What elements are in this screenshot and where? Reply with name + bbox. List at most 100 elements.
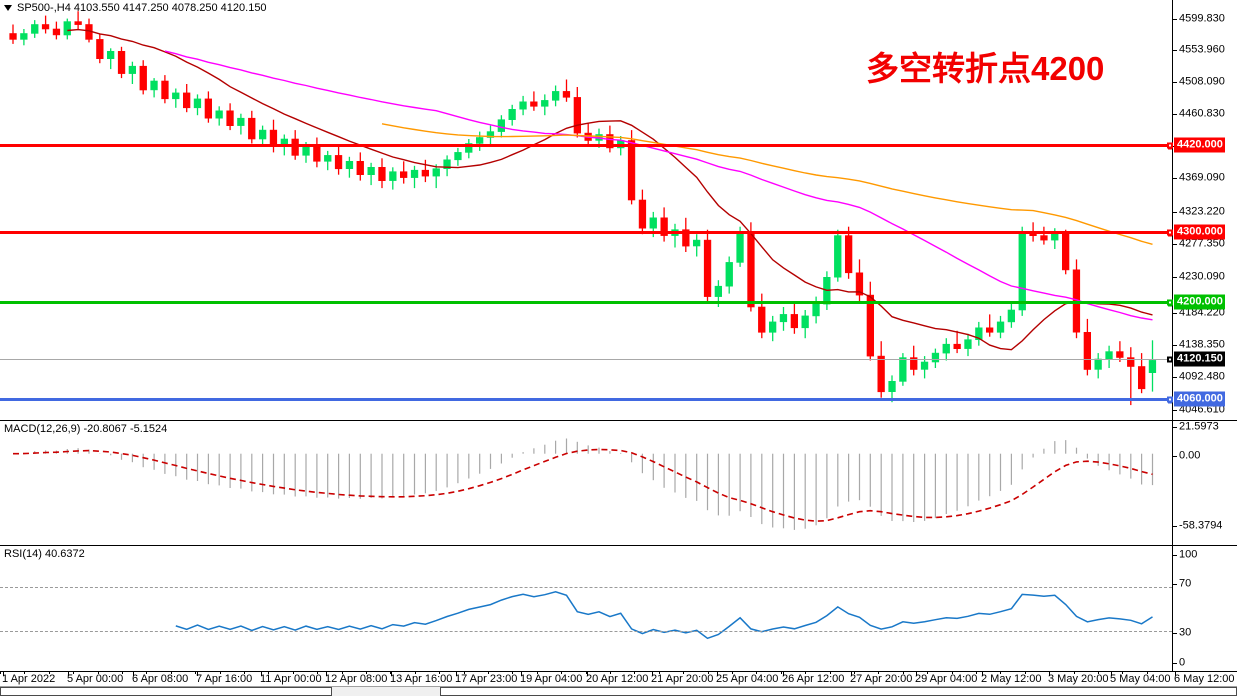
price-axis-label: 4184.220 (1179, 306, 1225, 319)
time-axis-label: 12 Apr 08:00 (325, 673, 388, 685)
level-tag-4200[interactable]: 4200.000 (1167, 294, 1225, 310)
rsi-svg (175, 591, 1153, 640)
time-axis-minor-tick (854, 672, 855, 674)
time-axis-label: 21 Apr 20:00 (651, 673, 714, 685)
level-tag-4060-marker[interactable] (1167, 396, 1173, 402)
time-axis-minor-tick (488, 672, 489, 674)
macd-plot-area[interactable] (0, 421, 1172, 546)
time-axis-minor-tick (585, 672, 587, 674)
resistance-line-4300[interactable] (0, 229, 1172, 236)
time-axis-minor-tick (122, 672, 123, 674)
rsi-axis-tick (1173, 633, 1177, 634)
time-axis[interactable]: 1 Apr 2022 5 Apr 00:00 6 Apr 08:00 7 Apr 16… (0, 671, 1237, 686)
rsi-axis-tick (1173, 555, 1177, 556)
horizontal-scrollbar[interactable] (0, 686, 1237, 696)
current-price-tag-marker[interactable] (1167, 356, 1173, 362)
time-axis-label: 26 Apr 12:00 (782, 673, 845, 685)
time-axis-label: 29 Apr 04:00 (915, 673, 978, 685)
rsi-axis-tick (1173, 584, 1177, 585)
time-axis-minor-tick (219, 672, 221, 674)
time-axis-minor-tick (707, 672, 709, 674)
macd-axis-tick (1173, 526, 1177, 527)
price-axis[interactable]: 4599.8304553.9604508.0904460.8304414.960… (1167, 0, 1237, 420)
time-axis-label: 11 Apr 00:00 (260, 673, 322, 685)
price-axis-tick (1173, 345, 1177, 346)
time-axis-minor-tick (97, 672, 99, 674)
level-tag-4060[interactable]: 4060.000 (1167, 391, 1225, 407)
rsi-panel[interactable]: RSI(14) 40.6372 100 70 30 0 (0, 545, 1237, 671)
macd-axis-tick (1173, 427, 1177, 428)
time-axis-label: 2 May 12:00 (981, 673, 1042, 685)
price-axis-label: 4230.090 (1179, 270, 1225, 283)
macd-panel[interactable]: MACD(12,26,9) -20.8067 -5.1524 21.5973 0.… (0, 420, 1237, 545)
time-axis-label: 13 Apr 16:00 (390, 673, 453, 685)
macd-axis-tick (1173, 456, 1177, 457)
price-axis-tick (1173, 377, 1177, 378)
time-axis-minor-tick (610, 672, 611, 674)
time-axis-label: 27 Apr 20:00 (850, 673, 913, 685)
time-axis-minor-tick (805, 672, 807, 674)
time-axis-minor-tick (878, 672, 880, 674)
time-axis-minor-tick (634, 672, 636, 674)
chevron-down-icon[interactable] (4, 5, 12, 11)
time-axis-tick (521, 672, 522, 676)
time-axis-label: 20 Apr 12:00 (586, 673, 649, 685)
rsi-axis-tick (1173, 663, 1177, 664)
price-axis-tick (1173, 212, 1177, 213)
price-axis-label: 4508.090 (1179, 75, 1225, 88)
current-price-line[interactable] (0, 359, 1172, 360)
time-axis-tick (783, 672, 784, 676)
symbol-timeframe-ohlc: SP500-,H4 4103.550 4147.250 4078.250 412… (17, 2, 267, 14)
macd-svg (12, 438, 1154, 530)
price-axis-tick (1173, 114, 1177, 115)
time-axis-minor-tick (439, 672, 441, 674)
time-axis-minor-tick (512, 672, 514, 674)
time-axis-minor-tick (561, 672, 563, 674)
time-axis-minor-tick (536, 672, 538, 674)
time-axis-label: 3 May 20:00 (1048, 673, 1109, 685)
level-tag-4420-marker[interactable] (1167, 142, 1173, 148)
time-axis-minor-tick (683, 672, 685, 674)
time-axis-minor-tick (732, 672, 733, 674)
macd-axis-label: 21.5973 (1179, 420, 1219, 433)
level-tag-4300[interactable]: 4300.000 (1167, 224, 1225, 240)
current-price-tag[interactable]: 4120.150 (1167, 351, 1225, 367)
price-plot-area[interactable]: 多空转折点4200 (0, 0, 1172, 420)
time-axis-minor-tick (170, 672, 172, 674)
price-axis-tick (1173, 50, 1177, 51)
price-axis-tick (1173, 178, 1177, 179)
price-axis-tick (1173, 82, 1177, 83)
rsi-axis-label: 100 (1179, 548, 1198, 561)
time-axis-minor-tick (146, 672, 148, 674)
resistance-line-4420[interactable] (0, 142, 1172, 149)
rsi-axis-label: 70 (1179, 577, 1192, 590)
time-axis-tick (326, 672, 327, 676)
level-tag-4420[interactable]: 4420.000 (1167, 137, 1225, 153)
time-axis-minor-tick (1122, 672, 1124, 674)
time-axis-tick (456, 672, 457, 676)
time-axis-label: 19 Apr 04:00 (520, 673, 583, 685)
time-axis-minor-tick (1000, 672, 1002, 674)
pivot-line-4200[interactable] (0, 299, 1172, 306)
time-axis-minor-tick (976, 672, 977, 674)
time-axis-label: 6 Apr 08:00 (132, 673, 189, 685)
time-axis-tick (1111, 672, 1112, 676)
time-axis-minor-tick (829, 672, 831, 674)
time-axis-minor-tick (658, 672, 660, 674)
time-axis-tick (587, 672, 588, 676)
support-line-4060[interactable] (0, 396, 1172, 403)
scrollbar-track-right[interactable] (440, 687, 1237, 696)
time-axis-label: 17 Apr 23:00 (455, 673, 518, 685)
time-axis-tick (652, 672, 653, 676)
price-axis-label: 4369.090 (1179, 171, 1225, 184)
macd-axis-label: 0.00 (1179, 449, 1201, 462)
price-chart-panel[interactable]: 多空转折点4200 SP500-,H4 4103.550 4147.250 40… (0, 0, 1237, 420)
level-tag-4300-marker[interactable] (1167, 229, 1173, 235)
time-axis-minor-tick (951, 672, 953, 674)
price-axis-label: 4092.480 (1179, 370, 1225, 383)
scrollbar-thumb[interactable] (0, 687, 332, 696)
time-axis-label: 7 Apr 16:00 (196, 673, 253, 685)
rsi-plot-area[interactable] (0, 546, 1172, 672)
level-tag-4200-marker[interactable] (1167, 299, 1173, 305)
